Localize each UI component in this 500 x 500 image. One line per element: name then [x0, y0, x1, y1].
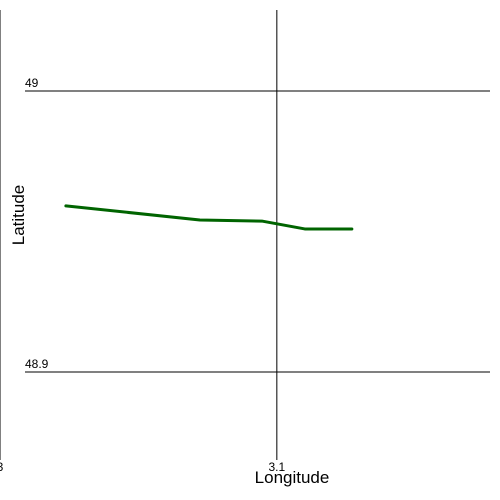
y-axis-label: Latitude — [9, 185, 28, 246]
x-axis-label: Longitude — [255, 468, 330, 487]
x-tick-label: 3 — [0, 460, 4, 474]
data-line — [64, 204, 354, 231]
y-tick-label: 49 — [25, 76, 39, 90]
y-tick-label: 48.9 — [25, 357, 49, 371]
x-tick-label: 3.1 — [268, 460, 285, 474]
